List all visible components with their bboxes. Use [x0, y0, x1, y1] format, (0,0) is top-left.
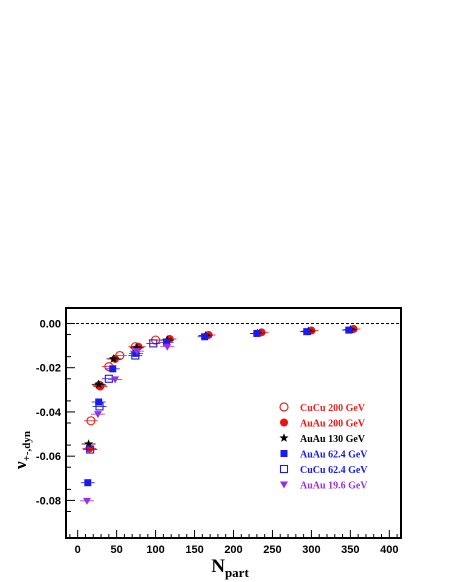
legend-label: CuCu 62.4 GeV	[300, 465, 368, 476]
legend-marker	[280, 481, 288, 489]
data-point	[345, 326, 353, 334]
legend-marker	[279, 464, 289, 474]
data-point	[303, 328, 311, 336]
legend: CuCu 200 GeV AuAu 200 GeV AuAu 130 GeV AuAu…	[279, 402, 368, 492]
data-point	[94, 379, 104, 389]
x-axis-title: Npart	[211, 556, 249, 580]
legend-label: AuAu 130 GeV	[300, 434, 366, 445]
data-point	[108, 354, 119, 363]
data-point	[111, 376, 120, 384]
y-tick-label: -0.02	[36, 363, 61, 375]
y-axis-title: ν+-,dyn	[11, 431, 33, 470]
x-tick-label: 50	[111, 544, 123, 556]
x-tick-label: 350	[341, 544, 359, 556]
x-tick-label: 400	[380, 544, 398, 556]
series-auau-62-4-gev	[80, 326, 356, 487]
data-point	[132, 343, 142, 352]
x-tick-label: 300	[302, 544, 320, 556]
x-tick-label: 250	[263, 544, 281, 556]
series-cucu-62-4-gev	[83, 339, 161, 454]
legend-marker	[279, 402, 289, 412]
legend-label: AuAu 19.6 GeV	[300, 481, 368, 492]
data-point	[93, 411, 102, 419]
data-points	[80, 324, 361, 505]
y-axis-title-subscript: +-,dyn	[21, 431, 33, 461]
data-point	[84, 439, 94, 448]
x-axis-title-main: N	[211, 556, 225, 577]
axis-ticks: 0 50 100 150 200 250 300 350 400 0.00 -0.02 -0.04 -0…	[36, 318, 399, 556]
x-tick-label: 150	[185, 544, 203, 556]
legend-marker	[280, 450, 288, 457]
data-point	[95, 398, 103, 406]
data-point	[86, 445, 95, 454]
data-point	[201, 333, 209, 341]
legend-marker	[280, 418, 288, 427]
data-point	[109, 365, 117, 373]
y-tick-label: -0.06	[36, 451, 61, 463]
x-tick-label: 100	[146, 544, 164, 556]
x-axis-title-subscript: part	[225, 565, 250, 580]
data-point	[132, 348, 141, 356]
data-point	[83, 497, 92, 505]
data-point	[84, 479, 92, 487]
series-auau-19-6-gev	[80, 343, 175, 505]
y-tick-label: 0.00	[40, 318, 61, 330]
legend-label: AuAu 62.4 GeV	[300, 450, 368, 461]
legend-marker	[279, 433, 289, 442]
data-point	[163, 343, 172, 351]
data-point	[149, 339, 158, 348]
data-point	[95, 402, 104, 411]
x-tick-label: 0	[75, 544, 81, 556]
legend-label: AuAu 200 GeV	[300, 419, 366, 430]
data-point	[163, 338, 170, 346]
data-point	[104, 374, 113, 383]
y-axis-title-main: ν	[11, 461, 30, 470]
y-tick-label: -0.08	[36, 495, 61, 507]
data-point	[86, 416, 96, 426]
legend-label: CuCu 200 GeV	[300, 403, 366, 414]
y-tick-label: -0.04	[36, 407, 62, 419]
x-tick-label: 200	[224, 544, 242, 556]
data-point	[253, 329, 261, 337]
